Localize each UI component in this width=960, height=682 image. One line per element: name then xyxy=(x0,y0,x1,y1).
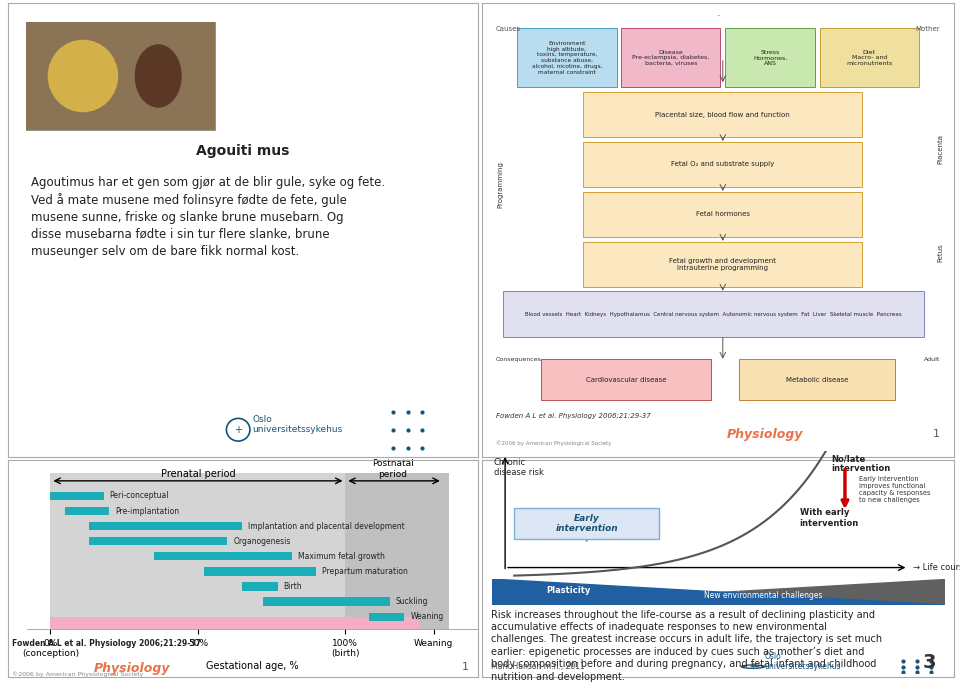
Text: Metabolic disease: Metabolic disease xyxy=(786,377,849,383)
Text: ©2006 by American Physiological Society: ©2006 by American Physiological Society xyxy=(496,441,612,446)
Text: Agouiti mus: Agouiti mus xyxy=(196,144,290,158)
Bar xyxy=(51,492,104,500)
Text: Physiology: Physiology xyxy=(727,428,804,441)
Text: No/late
intervention: No/late intervention xyxy=(831,454,891,473)
Text: With early
intervention: With early intervention xyxy=(800,508,859,528)
FancyBboxPatch shape xyxy=(621,29,720,87)
Text: → Life course: → Life course xyxy=(913,563,960,572)
Bar xyxy=(27,22,215,130)
FancyBboxPatch shape xyxy=(739,359,895,400)
Text: 1: 1 xyxy=(462,662,468,672)
Text: Early
intervention: Early intervention xyxy=(556,514,618,533)
Text: +: + xyxy=(750,662,756,671)
Bar xyxy=(346,473,448,629)
Text: ©2006 by American Physiological Society: ©2006 by American Physiological Society xyxy=(12,671,144,677)
Text: Organogenesis: Organogenesis xyxy=(233,537,291,546)
Bar xyxy=(263,597,390,606)
Text: 1: 1 xyxy=(933,429,940,439)
Bar xyxy=(51,473,346,629)
Bar xyxy=(27,22,215,130)
FancyBboxPatch shape xyxy=(515,508,660,539)
X-axis label: Gestational age, %: Gestational age, % xyxy=(206,661,299,670)
Text: Fetal hormones: Fetal hormones xyxy=(696,211,750,218)
Text: Implantation and placental development: Implantation and placental development xyxy=(248,522,405,531)
Text: Maximum fetal growth: Maximum fetal growth xyxy=(299,552,385,561)
Polygon shape xyxy=(492,579,945,605)
FancyBboxPatch shape xyxy=(541,359,711,400)
Text: Suckling: Suckling xyxy=(396,597,428,606)
Text: .: . xyxy=(716,8,720,18)
Ellipse shape xyxy=(48,40,118,113)
Text: 3: 3 xyxy=(923,653,936,672)
Text: New environmental challenges: New environmental challenges xyxy=(704,591,823,600)
FancyBboxPatch shape xyxy=(584,142,862,187)
Text: Oslo
universitetssykehus: Oslo universitetssykehus xyxy=(252,415,343,434)
Text: Peri-conceptual: Peri-conceptual xyxy=(109,492,169,501)
Bar xyxy=(65,507,109,515)
Text: Disease
Pre-eclampsia, diabetes,
bacteria, viruses: Disease Pre-eclampsia, diabetes, bacteri… xyxy=(633,50,709,66)
Text: .: . xyxy=(160,462,164,472)
Text: Adult: Adult xyxy=(924,357,940,362)
Text: Weaning: Weaning xyxy=(410,612,444,621)
FancyBboxPatch shape xyxy=(584,192,862,237)
Text: Physiology: Physiology xyxy=(94,662,171,674)
Bar xyxy=(89,537,228,546)
Text: Fetal O₂ and substrate supply: Fetal O₂ and substrate supply xyxy=(671,162,775,167)
Text: Placental size, blood flow and function: Placental size, blood flow and function xyxy=(656,112,790,117)
Bar xyxy=(154,552,292,561)
Text: Mark Hanson m.fl., 2011: Mark Hanson m.fl., 2011 xyxy=(492,662,585,670)
FancyBboxPatch shape xyxy=(725,29,815,87)
Text: Fowden A L et al. Physiology 2006;21:29-37: Fowden A L et al. Physiology 2006;21:29-… xyxy=(496,413,651,419)
Bar xyxy=(204,567,316,576)
Text: Placenta: Placenta xyxy=(937,134,943,164)
Bar xyxy=(51,617,420,629)
Text: Prenatal period: Prenatal period xyxy=(160,469,235,479)
FancyBboxPatch shape xyxy=(503,291,924,337)
Bar xyxy=(369,612,404,621)
Text: Cardiovascular disease: Cardiovascular disease xyxy=(586,377,666,383)
Text: Prepartum maturation: Prepartum maturation xyxy=(322,567,408,576)
Bar xyxy=(89,522,242,531)
Text: Risk increases throughout the life-course as a result of declining plasticity an: Risk increases throughout the life-cours… xyxy=(492,610,882,681)
Polygon shape xyxy=(492,579,945,605)
Text: Postnatal
period: Postnatal period xyxy=(372,459,414,479)
Ellipse shape xyxy=(134,44,181,108)
Text: Pre-implantation: Pre-implantation xyxy=(115,507,180,516)
FancyBboxPatch shape xyxy=(517,29,616,87)
Text: Chronic
disease risk: Chronic disease risk xyxy=(493,458,543,477)
Text: Birth: Birth xyxy=(283,582,302,591)
Text: Fowden A L et al. Physiology 2006;21:29-37: Fowden A L et al. Physiology 2006;21:29-… xyxy=(12,639,202,648)
Text: Early intervention
improves functional
capacity & responses
to new challenges: Early intervention improves functional c… xyxy=(858,476,930,503)
Text: Oslo
universitetssykehus: Oslo universitetssykehus xyxy=(764,652,841,670)
FancyBboxPatch shape xyxy=(584,92,862,137)
Text: Fetus: Fetus xyxy=(937,243,943,262)
Text: Plasticity: Plasticity xyxy=(546,587,590,595)
Text: Diet
Macro- and
micronutrients: Diet Macro- and micronutrients xyxy=(846,50,893,66)
Text: Consequences: Consequences xyxy=(496,357,542,362)
FancyBboxPatch shape xyxy=(584,241,862,287)
Bar xyxy=(242,582,277,591)
Text: Mother: Mother xyxy=(916,26,940,32)
Text: Programming: Programming xyxy=(498,162,504,208)
Text: Environment
high altitude,
toxins, temperature,
substance abuse,
alcohol, nicoti: Environment high altitude, toxins, tempe… xyxy=(532,41,602,75)
Text: Blood vessels  Heart  Kidneys  Hypothalamus  Central nervous system  Autonomic n: Blood vessels Heart Kidneys Hypothalamus… xyxy=(525,312,901,316)
Text: Stress
Hormones,
ANS: Stress Hormones, ANS xyxy=(753,50,787,66)
FancyBboxPatch shape xyxy=(820,29,919,87)
Text: +: + xyxy=(234,425,242,434)
Text: Fetal growth and development
Intrauterine programming: Fetal growth and development Intrauterin… xyxy=(669,258,777,271)
Text: Causes: Causes xyxy=(496,26,521,32)
Text: Agoutimus har et gen som gjør at de blir gule, syke og fete.
Ved å mate musene m: Agoutimus har et gen som gjør at de blir… xyxy=(31,176,385,258)
